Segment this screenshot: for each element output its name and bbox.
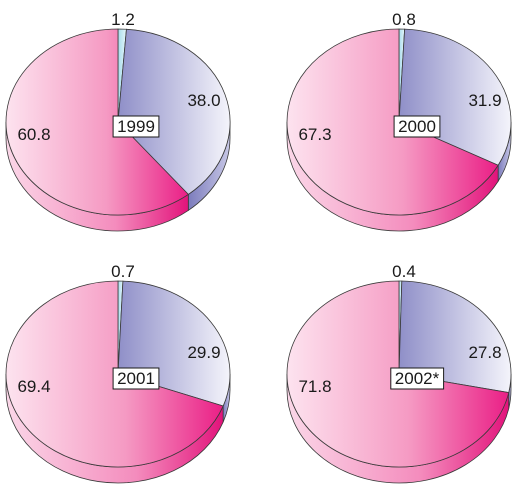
medium-slice-wedge [398,280,512,394]
year-label-box [112,115,160,138]
large-slice-wedge [286,28,499,216]
year-label-box [390,367,445,390]
year-label: 2001 [117,369,155,388]
medium-slice-value-label: 38.0 [187,91,220,110]
year-label-box [393,115,441,138]
year-label: 2002* [395,369,440,388]
large-slice-value-label: 69.4 [17,377,50,396]
pie-3: 0.7 29.9 69.4 2001 [5,262,231,484]
year-label: 2000 [398,117,436,136]
medium-slice-value-label: 29.9 [187,343,220,362]
large-slice-value-label: 67.3 [298,125,331,144]
pie-1: 1.2 38.0 60.8 1999 [5,10,231,232]
year-label: 1999 [117,117,155,136]
medium-slice-value-label: 27.8 [468,343,501,362]
medium-slice-value-label: 31.9 [468,91,501,110]
small-slice-value-label: 0.7 [111,262,135,281]
year-label-box [112,367,160,390]
small-slice-value-label: 1.2 [111,10,135,29]
large-slice-value-label: 60.8 [17,125,50,144]
large-slice-value-label: 71.8 [298,377,331,396]
pie-4: 0.4 27.8 71.8 2002* [286,262,512,484]
small-slice-value-label: 0.4 [392,262,416,281]
large-slice-wedge [5,28,189,216]
small-slice-value-label: 0.8 [392,10,416,29]
pie-2: 0.8 31.9 67.3 2000 [286,10,512,232]
medium-slice-wedge [117,28,231,195]
